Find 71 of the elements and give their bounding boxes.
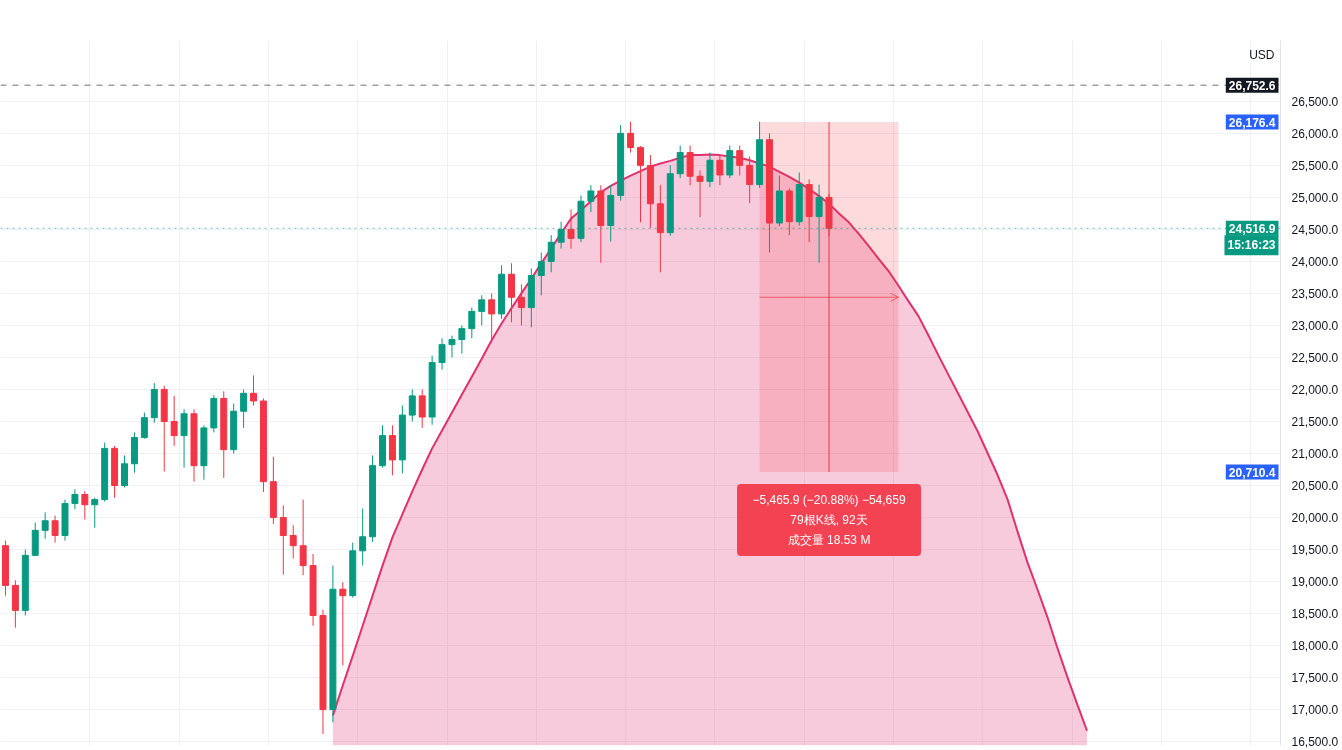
y-tick-label: 18,500.0	[1291, 607, 1339, 622]
candlestick	[170, 395, 178, 447]
candlestick	[41, 511, 49, 540]
candlestick	[557, 221, 565, 250]
candlestick	[250, 374, 257, 406]
candlestick	[91, 497, 99, 529]
y-tick-label: 21,500.0	[1291, 414, 1339, 429]
candlestick	[627, 121, 635, 154]
ref-line-label: 26,752.6	[1228, 78, 1276, 93]
candlestick	[299, 499, 307, 576]
candlestick	[587, 184, 595, 213]
candlestick	[140, 412, 148, 440]
candlestick	[289, 524, 297, 560]
candlestick	[51, 515, 59, 544]
y-tick-label: 25,500.0	[1291, 158, 1339, 173]
candlestick	[716, 153, 724, 186]
y-tick-label: 21,000.0	[1291, 447, 1339, 462]
annotation: 15:16:23	[1227, 238, 1276, 253]
y-tick-label: 17,500.0	[1291, 671, 1339, 686]
candlestick	[637, 145, 644, 223]
candlestick	[706, 152, 714, 188]
candlestick	[746, 155, 754, 204]
candlestick	[180, 408, 188, 469]
candlestick	[686, 145, 694, 186]
candlestick	[458, 324, 466, 355]
annotation: 26,176.4	[1228, 115, 1276, 130]
candlestick	[279, 504, 287, 576]
y-tick-label: 23,500.0	[1291, 286, 1339, 301]
y-tick-label: 20,500.0	[1291, 479, 1339, 494]
y-tick-label: 22,000.0	[1291, 382, 1339, 397]
candlestick	[359, 508, 367, 567]
y-tick-label: 24,000.0	[1291, 254, 1339, 269]
candlestick	[240, 388, 248, 429]
candlestick	[508, 262, 515, 323]
candlestick	[448, 335, 456, 358]
y-tick-label: 20,000.0	[1291, 511, 1339, 526]
y-tick-label: 25,000.0	[1291, 190, 1339, 205]
candlestick	[547, 234, 555, 273]
y-axis-title: USD	[1249, 47, 1275, 62]
ref-line-label: 24,516.9	[1228, 221, 1276, 236]
candlestick	[478, 294, 486, 326]
candlestick	[696, 169, 704, 218]
y-tick-label: 23,000.0	[1291, 318, 1339, 333]
y-tick-label: 19,500.0	[1291, 543, 1339, 558]
candlestick	[468, 307, 476, 339]
candlestick	[418, 388, 426, 429]
candlestick	[537, 251, 545, 296]
y-tick-label: 24,500.0	[1291, 222, 1339, 237]
annotation: 成交量 18.53 M	[787, 533, 871, 548]
candlestick	[81, 490, 89, 520]
annotation: −5,465.9 (−20.88%) −54,659	[752, 493, 906, 508]
y-tick-label: 19,000.0	[1291, 575, 1339, 590]
candlestick	[121, 454, 129, 488]
y-tick-label: 17,000.0	[1291, 703, 1339, 718]
candlestick	[736, 145, 744, 177]
annotation: 20,710.4	[1228, 465, 1276, 480]
candlestick	[71, 488, 79, 510]
y-tick-label: 22,500.0	[1291, 350, 1339, 365]
candlestick	[339, 581, 347, 666]
candlestick	[438, 337, 446, 371]
y-tick-label: 26,000.0	[1291, 126, 1339, 141]
candlestick	[408, 388, 416, 422]
candlestick	[676, 145, 684, 179]
annotation: 79根K线, 92天	[790, 513, 868, 528]
candlestick	[567, 209, 575, 250]
y-tick-label: 26,500.0	[1291, 94, 1339, 109]
y-tick-label: 16,500.0	[1291, 735, 1339, 750]
y-tick-label: 18,000.0	[1291, 639, 1339, 654]
candlestick	[488, 292, 496, 344]
candlestick	[517, 283, 525, 326]
candlestick	[815, 184, 823, 264]
